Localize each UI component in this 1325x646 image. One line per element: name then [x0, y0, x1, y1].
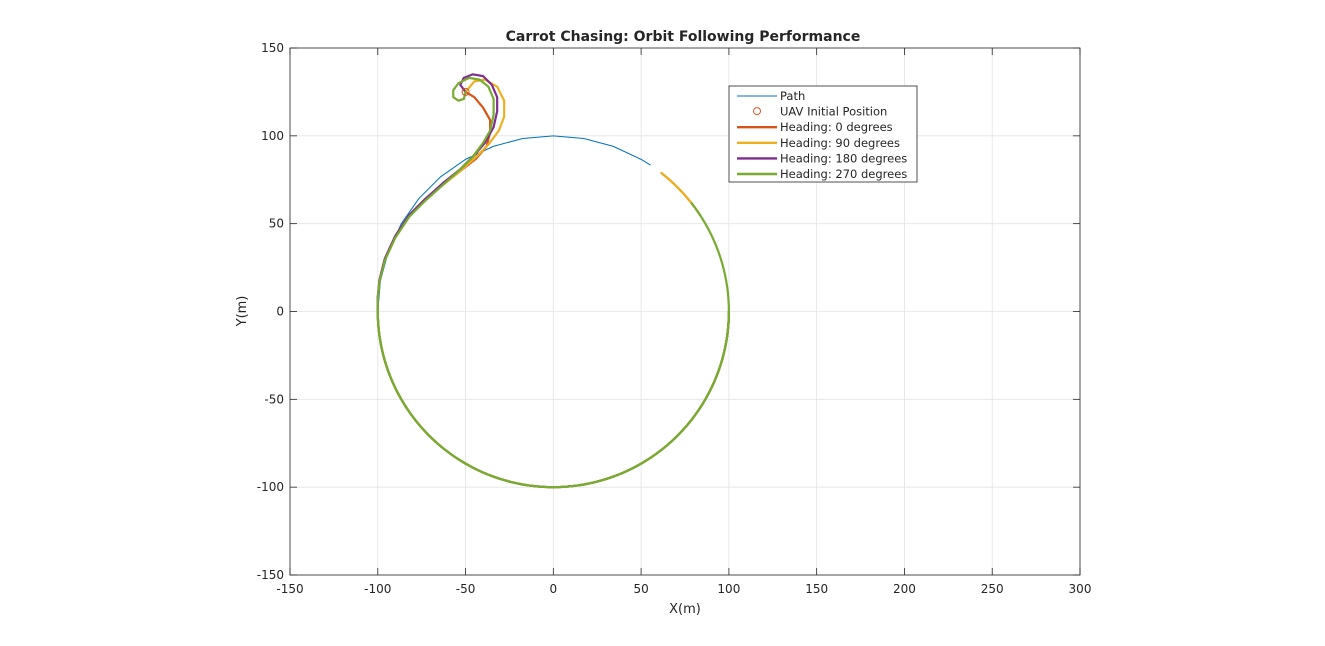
heading-90-degrees-line-tail [660, 171, 693, 205]
legend-box [728, 85, 918, 183]
heading-270-degrees-line-tail [376, 202, 730, 489]
legend-label-heading-0-degrees: Heading: 0 degrees [780, 120, 893, 134]
uav-initial-position-marker [461, 87, 470, 96]
legend-label-uav-initial-position: UAV Initial Position [780, 105, 887, 119]
y-tick-label: 0 [276, 305, 284, 319]
tick-labels: -150 -100 -50 0 50 100 150 200 250 300 -150 -100 -50… [257, 41, 1092, 596]
y-tick-label: 100 [261, 129, 284, 143]
legend-label-heading-270-degrees: Heading: 270 degrees [780, 167, 907, 181]
x-tick-label: 100 [717, 582, 740, 596]
y-tick-label: 150 [261, 41, 284, 55]
y-tick-label: 50 [269, 217, 284, 231]
legend-label-heading-180-degrees: Heading: 180 degrees [780, 151, 907, 165]
legend-label-path: Path [780, 89, 805, 103]
x-tick-label: 150 [805, 582, 828, 596]
x-tick-label: 300 [1069, 582, 1092, 596]
x-tick-label: -150 [276, 582, 303, 596]
x-tick-label: -50 [456, 582, 476, 596]
legend-label-heading-90-degrees: Heading: 90 degrees [780, 136, 900, 150]
y-tick-label: -150 [257, 568, 284, 582]
x-tick-label: 0 [550, 582, 558, 596]
y-tick-label: -100 [257, 480, 284, 494]
y-axis-label: Y(m) [235, 296, 250, 328]
x-tick-label: 200 [893, 582, 916, 596]
axes-box [289, 47, 1081, 576]
y-tick-label: -50 [264, 392, 284, 406]
x-tick-label: -100 [364, 582, 391, 596]
chart-title: Carrot Chasing: Orbit Following Performa… [506, 29, 861, 45]
x-axis-label: X(m) [669, 602, 701, 617]
legend-marker-uav-initial-position [753, 107, 761, 116]
x-tick-label: 50 [633, 582, 648, 596]
x-tick-label: 250 [981, 582, 1004, 596]
series-lines [376, 73, 730, 489]
